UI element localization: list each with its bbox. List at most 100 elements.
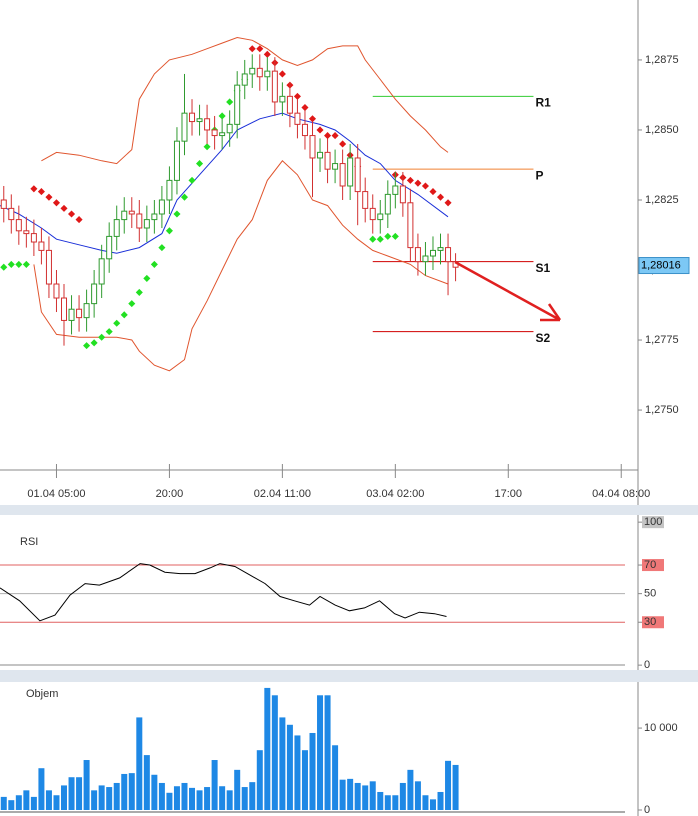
y-tick-box xyxy=(642,616,664,629)
y-tick-label: 0 xyxy=(644,659,650,671)
candle-body xyxy=(136,213,143,229)
y-tick-label: 50 xyxy=(644,588,656,600)
volume-bar xyxy=(279,717,286,810)
volume-bar xyxy=(429,799,436,810)
candle-body xyxy=(422,255,429,263)
sar-dot xyxy=(421,182,429,190)
x-tick-label: 03.04 02:00 xyxy=(366,488,424,500)
volume-bar xyxy=(234,769,241,810)
volume-bar xyxy=(121,773,128,810)
sar-dot xyxy=(248,45,256,53)
sar-dot xyxy=(30,185,38,193)
sar-dot xyxy=(7,260,15,268)
sar-dot xyxy=(90,339,98,347)
sar-dot xyxy=(83,342,91,350)
volume-bar xyxy=(377,791,384,810)
volume-bar xyxy=(249,782,256,810)
sar-dot xyxy=(384,232,392,240)
sar-dot xyxy=(429,188,437,196)
sar-dot xyxy=(436,193,445,201)
candle-body xyxy=(399,185,406,204)
sar-dot xyxy=(68,210,76,218)
candle-body xyxy=(324,151,331,170)
sar-dot xyxy=(203,143,211,151)
indicator-line xyxy=(33,160,449,372)
candle-body xyxy=(354,157,361,193)
sar-dot xyxy=(113,319,121,327)
sar-dot xyxy=(301,104,309,112)
candle-body xyxy=(256,67,263,78)
candle-body xyxy=(158,199,165,215)
volume-bar xyxy=(407,769,414,810)
y-tick-label: 30 xyxy=(644,616,656,628)
volume-bar xyxy=(437,791,444,810)
candle-body xyxy=(53,283,60,299)
candle-body xyxy=(76,308,83,319)
y-tick-label: 10 000 xyxy=(644,722,678,734)
volume-bar xyxy=(98,785,105,810)
volume-bar xyxy=(309,732,316,810)
y-tick-label: 1,2775 xyxy=(645,334,679,346)
panel-separator xyxy=(0,670,698,682)
volume-bar xyxy=(286,724,293,810)
candle-body xyxy=(204,118,211,131)
volume-bar xyxy=(452,764,459,810)
x-tick-label: 04.04 08:00 xyxy=(592,488,650,500)
candle-body xyxy=(8,207,15,221)
y-tick-label: 1,2750 xyxy=(645,404,679,416)
candle-body xyxy=(294,112,301,125)
candle-body xyxy=(377,213,384,221)
sar-dot xyxy=(324,132,332,140)
y-tick-label: 100 xyxy=(644,516,662,528)
volume-bar xyxy=(369,781,376,810)
pivot-label: R1 xyxy=(535,96,551,110)
y-tick-label: 0 xyxy=(644,804,650,816)
volume-bar xyxy=(241,787,248,810)
volume-bar xyxy=(68,777,75,810)
sar-dot xyxy=(256,45,264,53)
candle-body xyxy=(264,70,271,78)
sar-dot xyxy=(339,140,347,148)
candle-body xyxy=(98,258,105,285)
x-tick-label: 01.04 05:00 xyxy=(27,488,85,500)
sar-dot xyxy=(150,260,158,268)
candle-body xyxy=(0,199,7,209)
candle-body xyxy=(189,112,196,123)
y-tick-label: 1,2850 xyxy=(645,124,679,136)
volume-bar xyxy=(8,800,15,810)
candle-body xyxy=(317,151,324,159)
volume-bar xyxy=(61,785,68,810)
volume-bar xyxy=(384,795,391,810)
sar-dot xyxy=(293,92,301,100)
candle-body xyxy=(30,233,37,243)
y-tick-label: 1,2825 xyxy=(645,194,679,206)
volume-bar xyxy=(143,755,150,810)
sar-dot xyxy=(98,333,106,341)
last-price-label: 1,28016 xyxy=(641,259,681,271)
volume-bar xyxy=(414,781,421,810)
candle-body xyxy=(15,219,22,232)
sar-dot xyxy=(22,260,30,268)
volume-bar xyxy=(173,786,180,810)
sar-dot xyxy=(331,132,339,140)
candle-body xyxy=(173,140,180,181)
sar-dot xyxy=(226,98,234,106)
sar-dot xyxy=(188,176,196,184)
volume-bar xyxy=(204,787,211,810)
candle-body xyxy=(196,118,203,123)
sar-dot xyxy=(376,235,384,243)
candle-body xyxy=(279,95,286,103)
sar-dot xyxy=(406,176,414,184)
sar-dot xyxy=(75,216,83,224)
pivot-label: P xyxy=(535,168,543,182)
last-price-box xyxy=(638,257,690,275)
volume-bar xyxy=(76,777,83,810)
y-tick-label: 1,2875 xyxy=(645,54,679,66)
volume-bar xyxy=(271,695,278,810)
candle-body xyxy=(309,135,316,159)
candle-body xyxy=(271,70,278,103)
volume-bar xyxy=(83,760,90,810)
volume-bar xyxy=(317,695,324,810)
candle-body xyxy=(332,163,339,170)
